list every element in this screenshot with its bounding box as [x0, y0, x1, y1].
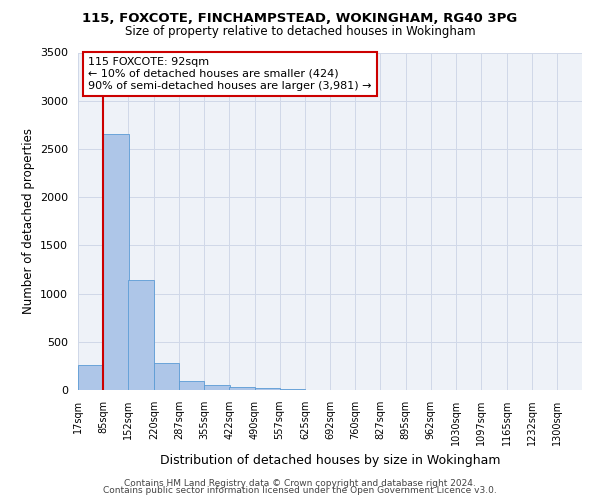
- Bar: [154, 362, 179, 390]
- Bar: [254, 388, 280, 390]
- Bar: [280, 389, 305, 390]
- Text: Contains public sector information licensed under the Open Government Licence v3: Contains public sector information licen…: [103, 486, 497, 495]
- Bar: [78, 366, 103, 390]
- Y-axis label: Number of detached properties: Number of detached properties: [22, 128, 35, 314]
- Bar: [204, 384, 230, 390]
- Text: Contains HM Land Registry data © Crown copyright and database right 2024.: Contains HM Land Registry data © Crown c…: [124, 478, 476, 488]
- Text: Size of property relative to detached houses in Wokingham: Size of property relative to detached ho…: [125, 25, 475, 38]
- X-axis label: Distribution of detached houses by size in Wokingham: Distribution of detached houses by size …: [160, 454, 500, 466]
- Text: 115, FOXCOTE, FINCHAMPSTEAD, WOKINGHAM, RG40 3PG: 115, FOXCOTE, FINCHAMPSTEAD, WOKINGHAM, …: [82, 12, 518, 26]
- Text: 115 FOXCOTE: 92sqm
← 10% of detached houses are smaller (424)
90% of semi-detach: 115 FOXCOTE: 92sqm ← 10% of detached hou…: [88, 58, 371, 90]
- Bar: [103, 134, 129, 390]
- Bar: [128, 280, 154, 390]
- Bar: [229, 386, 254, 390]
- Bar: [179, 382, 204, 390]
